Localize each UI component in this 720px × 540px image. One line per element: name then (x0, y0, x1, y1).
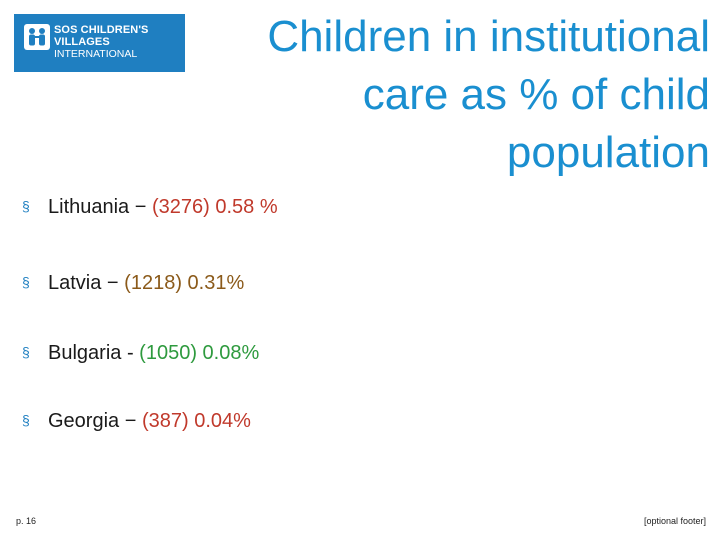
page-number: p. 16 (16, 516, 37, 526)
bullet-value: (3276) 0.58 % (151, 196, 278, 218)
sos-logo: SOS CHILDREN'S VILLAGES INTERNATIONAL (14, 14, 185, 72)
logo-text: SOS CHILDREN'S VILLAGES INTERNATIONAL (54, 24, 148, 60)
bullet-separator: - (121, 342, 140, 364)
logo-line-2: VILLAGES (54, 36, 110, 48)
footer-text: [optional footer] (643, 516, 706, 526)
bullet-item-georgia: § Georgia − (387) 0.04% (22, 410, 622, 433)
bullet-marker-icon: § (22, 274, 30, 290)
bullet-marker-icon: § (22, 412, 30, 428)
logo-line-3: INTERNATIONAL (54, 48, 138, 60)
bullet-country: Latvia (48, 272, 102, 294)
bullet-separator: − (101, 272, 125, 294)
slide-title: Children in institutional care as % of c… (190, 8, 710, 182)
bullet-item-bulgaria: § Bulgaria - (1050) 0.08% (22, 342, 622, 365)
logo-line-1: SOS CHILDREN'S (54, 24, 149, 36)
bullet-marker-icon: § (22, 198, 30, 214)
bullet-value: (1218) 0.31% (124, 272, 245, 294)
bullet-item-latvia: § Latvia − (1218) 0.31% (22, 272, 622, 295)
bullet-item-lithuania: § Lithuania − (3276) 0.58 % (22, 196, 622, 219)
bullet-country: Lithuania (48, 196, 130, 218)
bullet-marker-icon: § (22, 344, 30, 360)
bullet-separator: − (129, 196, 152, 218)
bullet-separator: − (119, 410, 142, 432)
bullet-value: (1050) 0.08% (139, 342, 260, 364)
title-line-2: care as % of child (362, 70, 710, 119)
bullet-country: Bulgaria (48, 342, 122, 364)
sos-children-figures-icon (24, 24, 50, 50)
bullet-country: Georgia (48, 410, 120, 432)
bullet-value: (387) 0.04% (141, 410, 251, 432)
title-line-3: population (506, 128, 710, 177)
title-line-1: Children in institutional (267, 12, 710, 61)
